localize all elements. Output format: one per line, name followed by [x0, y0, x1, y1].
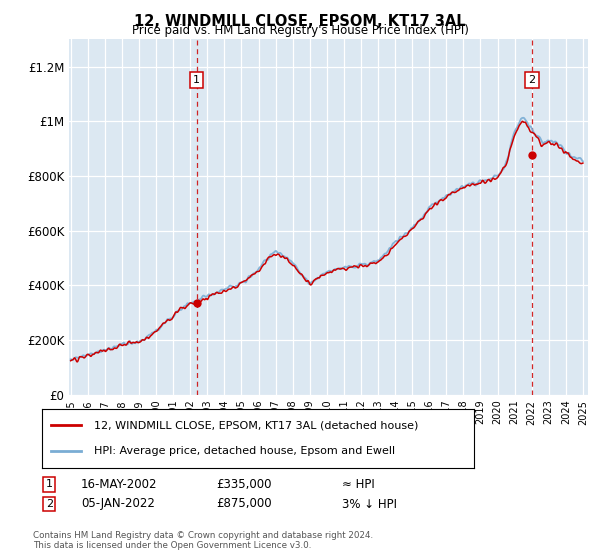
Text: 16-MAY-2002: 16-MAY-2002	[81, 478, 157, 491]
Text: Price paid vs. HM Land Registry's House Price Index (HPI): Price paid vs. HM Land Registry's House …	[131, 24, 469, 36]
Text: 3% ↓ HPI: 3% ↓ HPI	[342, 497, 397, 511]
Text: 05-JAN-2022: 05-JAN-2022	[81, 497, 155, 511]
Text: 2: 2	[529, 75, 536, 85]
Text: £335,000: £335,000	[216, 478, 271, 491]
Text: 12, WINDMILL CLOSE, EPSOM, KT17 3AL: 12, WINDMILL CLOSE, EPSOM, KT17 3AL	[134, 14, 466, 29]
Text: £875,000: £875,000	[216, 497, 272, 511]
Text: 12, WINDMILL CLOSE, EPSOM, KT17 3AL (detached house): 12, WINDMILL CLOSE, EPSOM, KT17 3AL (det…	[94, 420, 418, 430]
Text: 1: 1	[46, 479, 53, 489]
Text: Contains HM Land Registry data © Crown copyright and database right 2024.
This d: Contains HM Land Registry data © Crown c…	[33, 531, 373, 550]
Text: ≈ HPI: ≈ HPI	[342, 478, 375, 491]
Text: 2: 2	[46, 499, 53, 509]
Text: 1: 1	[193, 75, 200, 85]
Text: HPI: Average price, detached house, Epsom and Ewell: HPI: Average price, detached house, Epso…	[94, 446, 395, 456]
